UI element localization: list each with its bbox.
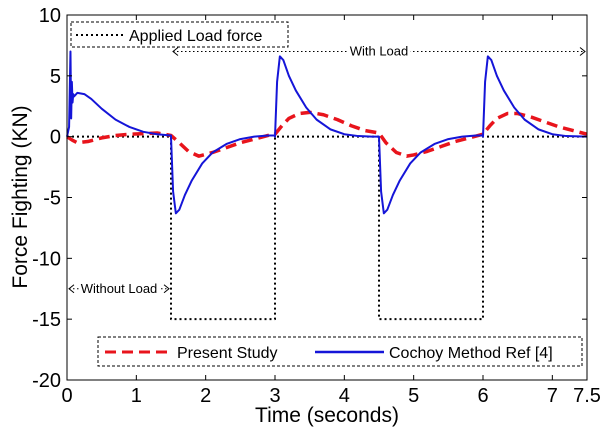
x-tick-label: 2 xyxy=(200,385,211,407)
with-load-arrow-head-right xyxy=(579,47,586,56)
plot-area xyxy=(67,15,587,380)
x-tick-label: 7.5 xyxy=(573,385,601,407)
legend-bottom: Present Study Cochoy Method Ref [4] xyxy=(97,336,583,367)
y-tick-label: -10 xyxy=(32,248,61,270)
y-tick-label: 10 xyxy=(39,5,61,27)
y-tick-label: -5 xyxy=(43,188,61,210)
with-load-text: With Load xyxy=(350,44,409,59)
x-tick-label: 1 xyxy=(131,385,142,407)
legend-present-study-label: Present Study xyxy=(177,345,278,362)
y-tick-label: 0 xyxy=(50,127,61,149)
with-load-arrow-head-left xyxy=(172,47,179,56)
x-axis: 0 1 2 3 4 5 6 7 7.5 xyxy=(61,15,601,407)
series-cochoy-method-ref-4 xyxy=(66,50,588,215)
x-tick-label: 3 xyxy=(269,385,280,407)
legend-cochoy-label: Cochoy Method Ref [4] xyxy=(389,345,553,362)
series-applied-load-force xyxy=(67,135,587,321)
annotation-without-load: Without Load xyxy=(68,280,170,296)
without-load-arrow-head-left xyxy=(68,284,75,294)
without-load-text-bg xyxy=(78,280,160,296)
without-load-arrow-head-right xyxy=(163,284,170,294)
legend-top: Applied Load force xyxy=(70,21,289,48)
y-tick-label: -15 xyxy=(32,309,61,331)
x-axis-label: Time (seconds) xyxy=(255,404,399,427)
x-tick-label: 7 xyxy=(547,385,558,407)
without-load-text: Without Load xyxy=(81,281,158,296)
series-layer xyxy=(66,50,588,321)
x-tick-label: 5 xyxy=(408,385,419,407)
annotation-with-load: With Load xyxy=(172,43,586,59)
x-tick-label: 0 xyxy=(61,385,72,407)
legend-applied-load-label: Applied Load force xyxy=(129,28,263,45)
x-tick-label: 6 xyxy=(477,385,488,407)
y-tick-label: 5 xyxy=(50,66,61,88)
y-axis: 10 5 0 -5 -10 -15 -20 xyxy=(32,5,587,392)
y-axis-label: Force Fighting (KN) xyxy=(9,105,32,288)
x-tick-label: 4 xyxy=(339,385,350,407)
with-load-text-bg xyxy=(347,43,411,59)
y-tick-label: -20 xyxy=(32,370,61,392)
